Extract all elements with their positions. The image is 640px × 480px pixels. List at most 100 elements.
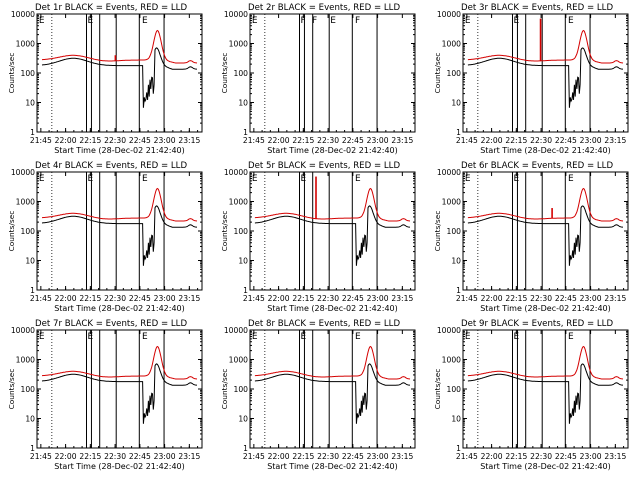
x-tick-label: 23:15	[604, 452, 626, 461]
x-axis-label: Start Time (28-Dec-02 21:42:40)	[54, 146, 185, 155]
flag-label: E	[301, 332, 307, 342]
y-tick-label: 1	[243, 128, 248, 137]
x-tick-label: 21:45	[456, 136, 478, 145]
y-tick-label: 100	[234, 69, 249, 78]
panel-det-7: Det 7r BLACK = Events, RED = LLD E E E 21:45…	[7, 319, 203, 471]
x-tick-label: 22:00	[55, 294, 77, 303]
y-tick-label: 10000	[437, 10, 461, 19]
panel-det-5: Det 5r BLACK = Events, RED = LLD E E E 21:45…	[220, 161, 416, 313]
lld-series-line	[42, 29, 198, 64]
plot-frame	[462, 171, 629, 291]
y-tick-label: 1000	[16, 40, 35, 49]
y-axis-label: Counts/sec	[220, 369, 229, 410]
x-tick-label: 22:00	[268, 294, 290, 303]
y-tick-label: 100	[447, 69, 462, 78]
panel-det-8: Det 8r BLACK = Events, RED = LLD E E E 21:45…	[220, 319, 416, 471]
lld-series-line	[467, 29, 624, 64]
plot-frame	[36, 171, 203, 291]
x-tick-label: 21:45	[30, 294, 52, 303]
flag-label: E	[568, 16, 574, 26]
events-series-line	[467, 47, 623, 108]
x-tick-label: 23:00	[580, 452, 602, 461]
x-axis-label: Start Time (28-Dec-02 21:42:40)	[267, 462, 398, 471]
x-tick-label: 22:15	[292, 136, 314, 145]
y-tick-label: 100	[234, 385, 249, 394]
x-tick-label: 22:15	[79, 136, 101, 145]
x-tick-label: 23:15	[604, 294, 626, 303]
x-tick-label: 22:45	[555, 136, 577, 145]
x-tick-label: 22:45	[129, 294, 151, 303]
y-tick-label: 1	[243, 286, 248, 295]
x-tick-label: 23:15	[178, 294, 200, 303]
flag-label: E	[88, 332, 94, 342]
y-tick-label: 1000	[229, 356, 248, 365]
plot-frame	[36, 13, 203, 133]
y-tick-label: 1000	[16, 356, 35, 365]
x-tick-label: 23:00	[580, 294, 602, 303]
panel-det-1: Det 1r BLACK = Events, RED = LLD E E E 21:45…	[7, 3, 203, 155]
y-tick-label: 10	[451, 257, 461, 266]
events-series-line	[41, 47, 197, 108]
x-tick-label: 21:45	[456, 294, 478, 303]
y-axis-label: Counts/sec	[433, 369, 442, 410]
flag-label: E	[568, 174, 574, 184]
y-tick-label: 10000	[437, 326, 461, 335]
x-axis-label: Start Time (28-Dec-02 21:42:40)	[480, 146, 611, 155]
flag-label: E	[88, 174, 94, 184]
y-tick-label: 100	[21, 69, 36, 78]
x-tick-label: 22:45	[129, 136, 151, 145]
y-tick-label: 10000	[224, 326, 248, 335]
y-axis-label: Counts/sec	[7, 369, 16, 410]
x-tick-label: 21:45	[243, 294, 265, 303]
flag-label: E	[514, 174, 520, 184]
events-series-line	[254, 363, 410, 424]
y-tick-label: 100	[21, 227, 36, 236]
x-tick-label: 23:15	[178, 452, 200, 461]
x-tick-label: 22:30	[530, 136, 552, 145]
x-tick-label: 22:00	[481, 294, 503, 303]
x-tick-label: 22:30	[317, 452, 339, 461]
y-tick-label: 10	[238, 257, 248, 266]
y-tick-label: 10	[25, 257, 35, 266]
y-tick-label: 1000	[229, 198, 248, 207]
x-tick-label: 23:15	[178, 136, 200, 145]
flag-label: E	[39, 16, 45, 26]
y-tick-label: 10	[238, 415, 248, 424]
flag-label: E	[142, 174, 148, 184]
events-series-line	[41, 205, 197, 266]
y-tick-label: 10000	[11, 168, 35, 177]
plot-frame	[36, 329, 203, 449]
lld-series-line	[254, 345, 411, 380]
y-tick-label: 10000	[224, 10, 248, 19]
x-tick-label: 21:45	[243, 136, 265, 145]
x-axis-label: Start Time (28-Dec-02 21:42:40)	[480, 462, 611, 471]
x-tick-label: 22:45	[342, 294, 364, 303]
panel-title: Det 6r BLACK = Events, RED = LLD	[461, 161, 613, 171]
lld-series-line	[42, 345, 198, 380]
x-tick-label: 22:15	[505, 452, 527, 461]
x-tick-label: 22:00	[268, 452, 290, 461]
flag-label: E	[465, 332, 471, 342]
panel-title: Det 7r BLACK = Events, RED = LLD	[35, 319, 187, 329]
y-tick-label: 10000	[224, 168, 248, 177]
panel-det-3: Det 3r BLACK = Events, RED = LLD E E E 21:45…	[433, 3, 629, 155]
panel-title: Det 1r BLACK = Events, RED = LLD	[35, 3, 187, 13]
events-series-line	[467, 363, 623, 424]
x-tick-label: 23:15	[391, 136, 413, 145]
x-tick-label: 21:45	[30, 136, 52, 145]
flag-label: E	[355, 332, 361, 342]
x-tick-label: 21:45	[30, 452, 52, 461]
panel-det-6: Det 6r BLACK = Events, RED = LLD E E E 21:45…	[433, 161, 629, 313]
flag-label: F	[312, 16, 317, 26]
events-series-line	[254, 205, 410, 266]
x-tick-label: 22:00	[481, 452, 503, 461]
y-tick-label: 10	[238, 99, 248, 108]
y-axis-label: Counts/sec	[7, 211, 16, 252]
panel-title: Det 2r BLACK = Events, RED = LLD	[248, 3, 400, 13]
flag-label: E	[142, 16, 148, 26]
x-tick-label: 23:00	[367, 136, 389, 145]
y-tick-label: 1000	[442, 356, 461, 365]
flag-label: E	[465, 174, 471, 184]
lld-series-line	[467, 345, 624, 380]
